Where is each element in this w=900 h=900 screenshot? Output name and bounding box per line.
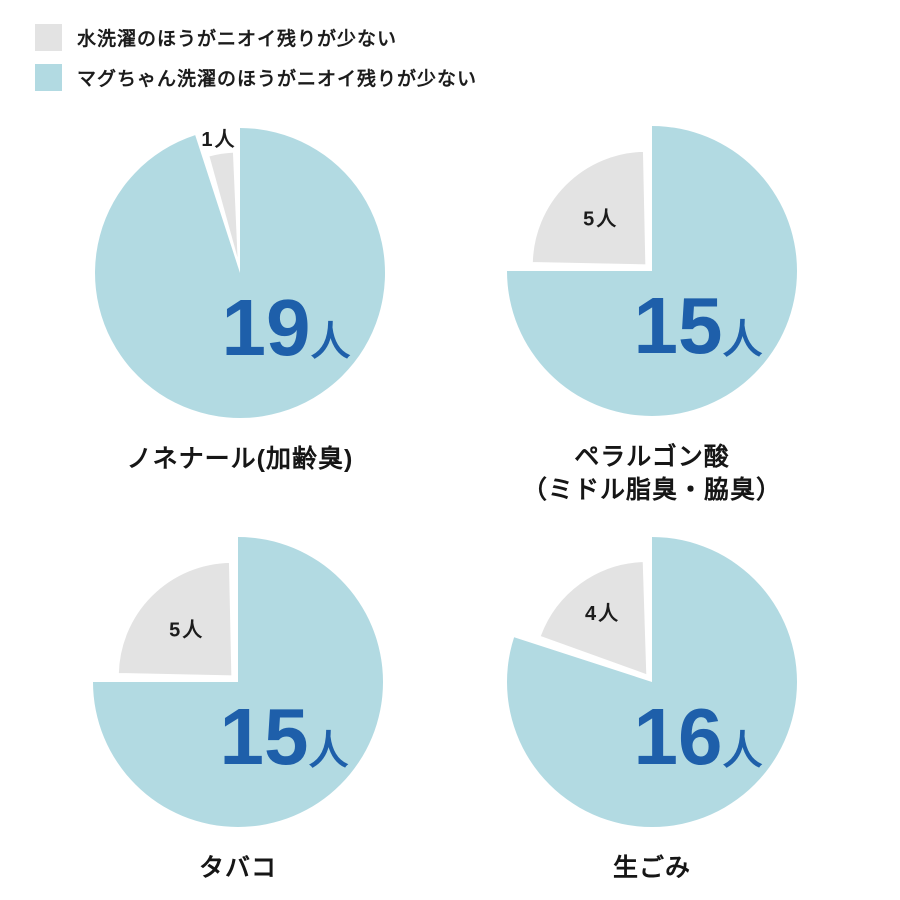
water-slice-count-label: 1人 bbox=[201, 128, 236, 151]
water-slice-count-label: 5人 bbox=[583, 208, 618, 231]
magchan-count-number: 16人 bbox=[634, 692, 763, 781]
pie-chart-nonenal: 1人 19人 ノネナール(加齢臭) bbox=[75, 125, 405, 476]
pie-slice-magchan bbox=[93, 537, 383, 827]
water-legend-swatch bbox=[35, 24, 62, 51]
pie-svg-pelargonic-acid: 5人 15人 bbox=[507, 126, 797, 416]
pie-title-nonenal: ノネナール(加齢臭) bbox=[126, 445, 354, 473]
legend: 水洗濯のほうがニオイ残りが少ない マグちゃん洗濯のほうがニオイ残りが少ない bbox=[35, 24, 477, 91]
legend-item-water: 水洗濯のほうがニオイ残りが少ない bbox=[35, 24, 477, 51]
pie-svg-nonenal: 1人 19人 bbox=[95, 128, 386, 418]
legend-item-magchan: マグちゃん洗濯のほうがニオイ残りが少ない bbox=[35, 64, 477, 91]
water-slice-count-label: 5人 bbox=[169, 619, 204, 642]
pie-chart-garbage: 4人 16人 生ごみ bbox=[487, 534, 817, 885]
pie-chart-tobacco: 5人 15人 タバコ bbox=[73, 534, 403, 885]
pie-slice-magchan bbox=[507, 126, 797, 416]
water-slice-count-label: 4人 bbox=[585, 602, 620, 625]
legend-label-water: 水洗濯のほうがニオイ残りが少ない bbox=[77, 29, 398, 50]
pie-slice-water bbox=[538, 560, 649, 677]
pie-slice-water bbox=[207, 150, 240, 268]
pie-title-tobacco: タバコ bbox=[198, 854, 277, 882]
magchan-count-number: 19人 bbox=[222, 283, 351, 372]
pie-title-garbage: 生ごみ bbox=[612, 854, 691, 882]
pie-slice-water bbox=[116, 560, 234, 678]
legend-label-magchan: マグちゃん洗濯のほうがニオイ残りが少ない bbox=[77, 69, 478, 90]
magchan-count-number: 15人 bbox=[634, 281, 763, 370]
pie-svg-tobacco: 5人 15人 bbox=[93, 537, 383, 827]
pie-title-pelargonic-acid: ペラルゴン酸 （ミドル脂臭・脇臭） bbox=[521, 443, 782, 504]
pie-svg-garbage: 4人 16人 bbox=[507, 537, 798, 827]
pie-slice-magchan bbox=[507, 537, 798, 827]
pie-chart-pelargonic-acid: 5人 15人 ペラルゴン酸 （ミドル脂臭・脇臭） bbox=[487, 123, 817, 506]
pie-slice-water bbox=[530, 149, 648, 267]
pie-slice-magchan bbox=[95, 128, 386, 418]
magchan-legend-swatch bbox=[35, 64, 62, 91]
magchan-count-number: 15人 bbox=[220, 692, 349, 781]
